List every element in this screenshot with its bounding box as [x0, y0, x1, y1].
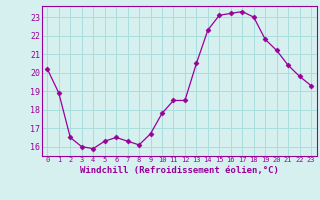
X-axis label: Windchill (Refroidissement éolien,°C): Windchill (Refroidissement éolien,°C)	[80, 166, 279, 175]
